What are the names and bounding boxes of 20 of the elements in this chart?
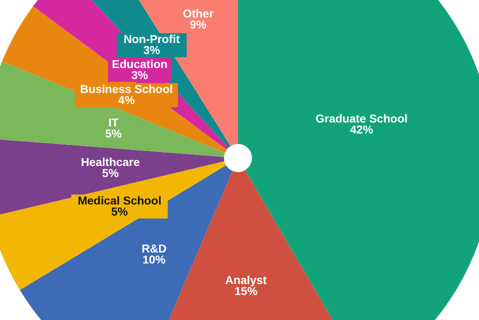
slice-label: Analyst (225, 274, 267, 287)
slice-label: IT (108, 117, 119, 130)
data-label: 9% (190, 20, 207, 32)
data-label: 5% (102, 168, 119, 180)
slice-label: Medical School (78, 196, 162, 208)
slice-label: R&D (142, 244, 166, 256)
data-label: 4% (118, 95, 135, 108)
slice-label: Education (112, 58, 168, 71)
data-label: 5% (111, 206, 128, 219)
data-label: 5% (105, 128, 122, 140)
data-label: 15% (234, 286, 258, 298)
slice-label: Healthcare (80, 156, 140, 169)
data-label: 3% (131, 70, 148, 82)
data-label: 42% (350, 124, 374, 137)
data-label: 3% (143, 45, 160, 58)
slice-label: Other (182, 8, 214, 21)
data-label: 10% (142, 254, 166, 267)
slice-label: Non-Profit (124, 34, 180, 46)
slice-label: Business School (80, 84, 173, 96)
slice-label: Graduate School (316, 114, 408, 126)
